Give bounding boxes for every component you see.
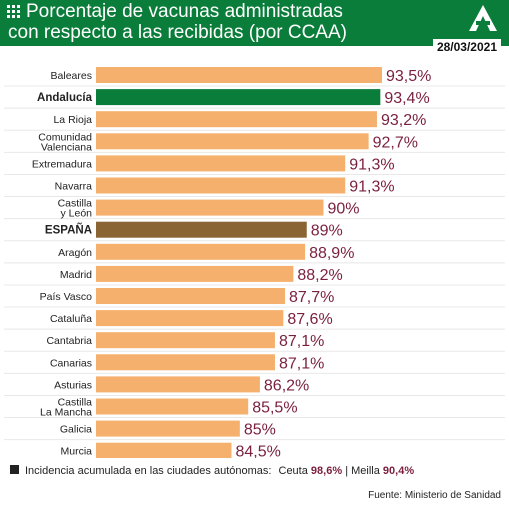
value-label: 89% <box>311 223 343 240</box>
category-label: Madrid <box>60 269 92 281</box>
melilla-value: 90,4% <box>382 465 415 477</box>
bar <box>96 332 275 349</box>
header-banner: Porcentaje de vacunas administradas con … <box>0 0 509 46</box>
value-label: 93,2% <box>381 112 426 129</box>
bar <box>96 376 260 393</box>
value-label: 84,5% <box>235 444 280 458</box>
bar-chart: Baleares 93,5% Andalucía 93,4% La Rioja 93,2%… <box>4 67 505 458</box>
bar <box>96 243 306 260</box>
category-label: Extremadura <box>32 158 92 170</box>
melilla-name: Meilla <box>351 465 380 477</box>
category-label: Cataluña <box>50 313 92 325</box>
category-label: ESPAÑA <box>45 224 92 237</box>
value-label: 85% <box>244 422 276 439</box>
bar <box>96 67 382 83</box>
value-label: 86,2% <box>264 377 309 394</box>
category-label: Aragón <box>58 247 92 259</box>
bar <box>96 177 346 194</box>
category-label: Asturias <box>54 379 92 391</box>
legend-square-icon <box>10 465 19 474</box>
category-label: Navarra <box>55 181 93 193</box>
category-label: Baleares <box>51 70 92 82</box>
value-label: 88,2% <box>297 267 342 284</box>
footer-legend: Incidencia acumulada en las ciudades aut… <box>10 465 414 477</box>
bar <box>96 89 381 106</box>
value-label: 93,4% <box>384 90 429 107</box>
value-label: 93,5% <box>386 68 431 85</box>
category-label: Comunidad Valenciana <box>38 131 92 153</box>
value-label: 91,3% <box>349 179 394 196</box>
chart-title-line-2: con respecto a las recibidas (por CCAA) <box>8 22 347 43</box>
category-label: Galicia <box>60 424 92 436</box>
value-label: 87,1% <box>279 333 324 350</box>
bar <box>96 420 240 437</box>
bar <box>96 133 369 150</box>
value-label: 87,7% <box>289 289 334 306</box>
date-label: 28/03/2021 <box>432 39 501 55</box>
bar <box>96 155 346 172</box>
value-label: 88,9% <box>309 245 354 262</box>
category-label: País Vasco <box>40 291 92 303</box>
value-label: 90% <box>327 201 359 218</box>
bar <box>96 221 307 238</box>
value-label: 85,5% <box>252 400 297 417</box>
value-label: 91,3% <box>349 156 394 173</box>
value-label: 87,6% <box>287 311 332 328</box>
ceuta-name: Ceuta <box>278 465 308 477</box>
legend-separator: | <box>345 465 349 477</box>
bar <box>96 310 284 327</box>
category-label: Cantabria <box>46 335 92 347</box>
value-label: 87,1% <box>279 355 324 372</box>
bar <box>96 288 285 304</box>
category-label: La Rioja <box>53 114 92 126</box>
chart-title-line-1: Porcentaje de vacunas administradas <box>26 1 343 22</box>
source-note: Fuente: Ministerio de Sanidad <box>368 490 501 501</box>
value-label: 92,7% <box>373 134 418 151</box>
bar <box>96 199 324 216</box>
bar <box>96 398 249 415</box>
category-label: Castilla y León <box>58 198 93 220</box>
bar <box>96 265 294 282</box>
category-label: Castilla La Mancha <box>40 397 92 419</box>
bar <box>96 354 275 371</box>
category-label: Andalucía <box>37 92 93 104</box>
category-label: Canarias <box>50 357 92 369</box>
andalucia-logo <box>469 5 497 31</box>
grid-icon <box>7 5 20 18</box>
bar <box>96 111 377 128</box>
bar <box>96 442 232 458</box>
legend-label: Incidencia acumulada en las ciudades aut… <box>25 465 272 477</box>
ceuta-value: 98,6% <box>310 465 343 477</box>
category-label: Murcia <box>60 446 92 458</box>
